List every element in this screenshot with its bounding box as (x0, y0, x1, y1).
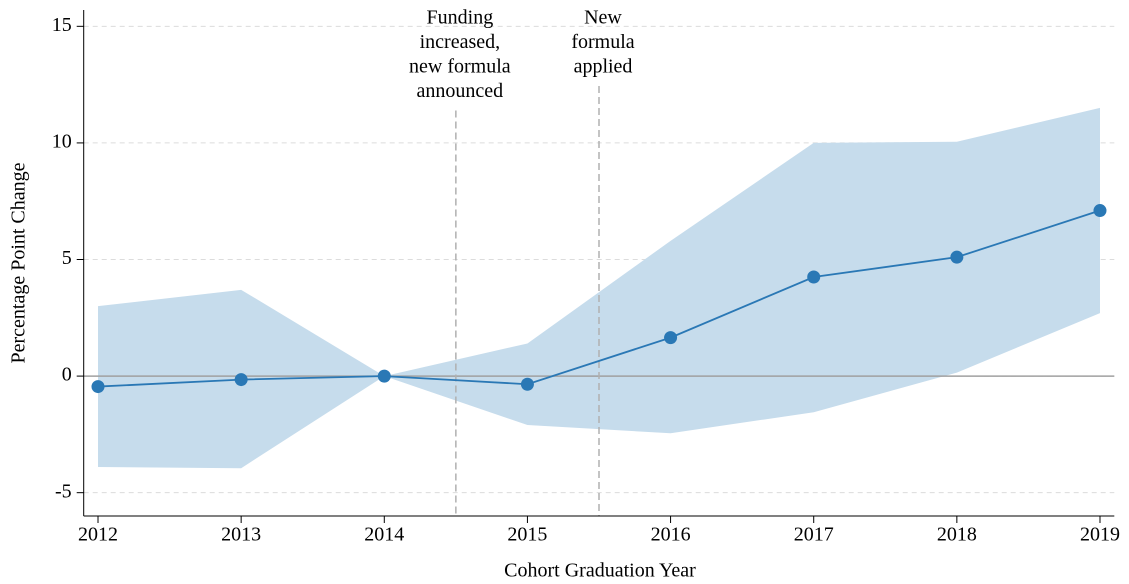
x-tick-label: 2017 (794, 524, 834, 546)
x-tick-label: 2012 (78, 524, 118, 546)
point (1093, 204, 1107, 218)
annotation-text: applied (574, 56, 633, 78)
annotation-text: announced (417, 80, 504, 102)
x-tick-label: 2016 (651, 524, 691, 546)
y-tick-label: -5 (55, 480, 72, 502)
annotation-text: Funding (427, 7, 494, 29)
y-tick-label: 10 (52, 131, 72, 153)
point (91, 380, 105, 394)
confidence-band (98, 107, 1100, 469)
x-tick-label: 2013 (221, 524, 261, 546)
annotation-text: New (584, 7, 622, 29)
y-axis-label: Percentage Point Change (8, 162, 30, 363)
x-tick-label: 2019 (1080, 524, 1120, 546)
x-axis-label: Cohort Graduation Year (504, 560, 696, 582)
point (807, 270, 821, 284)
x-tick-label: 2018 (937, 524, 977, 546)
series-line (97, 209, 1101, 388)
x-tick-label: 2014 (364, 524, 404, 546)
annotation-text: formula (571, 31, 634, 53)
annotation-text: new formula (409, 56, 511, 78)
annotation-text: increased, (420, 31, 501, 53)
point (377, 369, 391, 383)
point (664, 331, 678, 345)
y-tick-label: 5 (62, 247, 72, 269)
point (234, 373, 248, 387)
point (520, 377, 534, 391)
point (950, 250, 964, 264)
y-tick-label: 15 (52, 14, 72, 36)
x-tick-label: 2015 (507, 524, 547, 546)
y-tick-label: 0 (62, 364, 72, 386)
